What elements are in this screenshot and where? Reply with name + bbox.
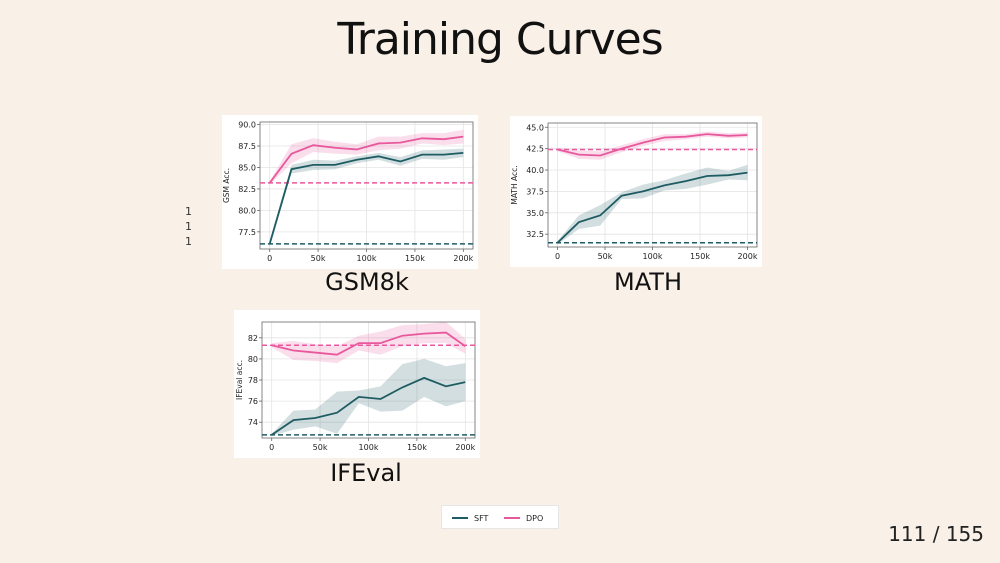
x-tick-label: 150k bbox=[407, 443, 427, 452]
dpo-series-line bbox=[268, 135, 464, 184]
y-tick-label: 78 bbox=[248, 376, 258, 385]
x-tick-label: 100k bbox=[359, 443, 379, 452]
y-tick-label: 37.5 bbox=[526, 187, 544, 196]
y-tick-label: 32.5 bbox=[526, 230, 544, 239]
ifeval-chart-panel: 0 50k 100k 150k 200k 74 76 78 80 82 IFEval acc. bbox=[234, 310, 480, 458]
gsm8k-caption: GSM8k bbox=[325, 268, 409, 296]
side-number: 1 bbox=[185, 220, 192, 233]
legend-label-dpo: DPO bbox=[526, 513, 544, 523]
ifeval-caption: IFEval bbox=[330, 459, 402, 487]
side-numbers: 1 1 1 bbox=[185, 204, 192, 249]
y-tick-label: 82.5 bbox=[238, 185, 256, 194]
x-tick-label: 150k bbox=[405, 254, 425, 263]
sft-series-line bbox=[268, 151, 464, 245]
x-tick-label: 0 bbox=[267, 254, 272, 263]
x-tick-label: 200k bbox=[453, 254, 473, 263]
math-chart: 0 50k 100k 150k 200k 32.5 35.0 37.5 40.0 42.5 45.0… bbox=[510, 122, 758, 261]
x-tick-label: 100k bbox=[643, 252, 663, 261]
legend-item-sft: SFT bbox=[452, 513, 488, 523]
legend-swatch-sft bbox=[452, 517, 468, 519]
dpo-confidence-band bbox=[557, 131, 748, 160]
x-tick-label: 200k bbox=[738, 252, 758, 261]
ifeval-chart: 0 50k 100k 150k 200k 74 76 78 80 82 IFEval acc. bbox=[235, 321, 476, 452]
x-tick-label: 50k bbox=[313, 443, 328, 452]
x-tick-label: 150k bbox=[690, 252, 710, 261]
y-tick-label: 74 bbox=[248, 418, 258, 427]
legend-label-sft: SFT bbox=[474, 513, 489, 523]
sft-confidence-band bbox=[557, 164, 748, 245]
x-tick-label: 100k bbox=[357, 254, 377, 263]
slide-title: Training Curves bbox=[337, 14, 663, 65]
math-chart-panel: 0 50k 100k 150k 200k 32.5 35.0 37.5 40.0 42.5 45.0… bbox=[510, 116, 762, 267]
y-tick-label: 77.5 bbox=[238, 228, 256, 237]
dpo-confidence-band bbox=[269, 129, 464, 185]
x-tick-label: 0 bbox=[555, 252, 560, 261]
sft-series-line bbox=[271, 376, 466, 436]
gsm8k-chart: 0 50k 100k 150k 200k 77.5 80.0 82.5 85.0 87.5 90.0… bbox=[222, 121, 474, 263]
y-tick-label: 42.5 bbox=[526, 145, 544, 154]
sft-series-line bbox=[556, 171, 748, 244]
legend-swatch-dpo bbox=[504, 517, 520, 519]
y-tick-label: 80 bbox=[248, 355, 258, 364]
chart-legend: SFT DPO bbox=[441, 505, 559, 529]
y-tick-label: 82 bbox=[248, 334, 258, 343]
x-tick-label: 50k bbox=[598, 252, 613, 261]
y-axis-label: GSM Acc. bbox=[222, 168, 231, 203]
x-tick-label: 0 bbox=[269, 443, 274, 452]
math-caption: MATH bbox=[614, 268, 682, 296]
y-tick-label: 85.0 bbox=[238, 163, 256, 172]
side-number: 1 bbox=[185, 205, 192, 218]
dpo-series-line bbox=[271, 331, 466, 356]
y-tick-label: 87.5 bbox=[238, 142, 256, 151]
y-tick-label: 76 bbox=[248, 397, 258, 406]
y-tick-label: 40.0 bbox=[526, 166, 544, 175]
gsm8k-chart-panel: 0 50k 100k 150k 200k 77.5 80.0 82.5 85.0 87.5 90.0… bbox=[222, 115, 478, 269]
legend-item-dpo: DPO bbox=[504, 513, 543, 523]
dpo-series-line bbox=[557, 133, 748, 157]
x-tick-label: 200k bbox=[455, 443, 475, 452]
side-number: 1 bbox=[185, 235, 192, 248]
y-axis-label: MATH Acc. bbox=[510, 165, 519, 204]
y-tick-label: 90.0 bbox=[238, 121, 256, 130]
y-tick-label: 80.0 bbox=[238, 206, 256, 215]
page-number: 111 / 155 bbox=[888, 522, 984, 546]
x-tick-label: 50k bbox=[311, 254, 326, 263]
sft-confidence-band bbox=[269, 148, 464, 248]
y-axis-label: IFEval acc. bbox=[235, 360, 244, 400]
y-tick-label: 35.0 bbox=[526, 209, 544, 218]
y-tick-label: 45.0 bbox=[526, 123, 544, 132]
